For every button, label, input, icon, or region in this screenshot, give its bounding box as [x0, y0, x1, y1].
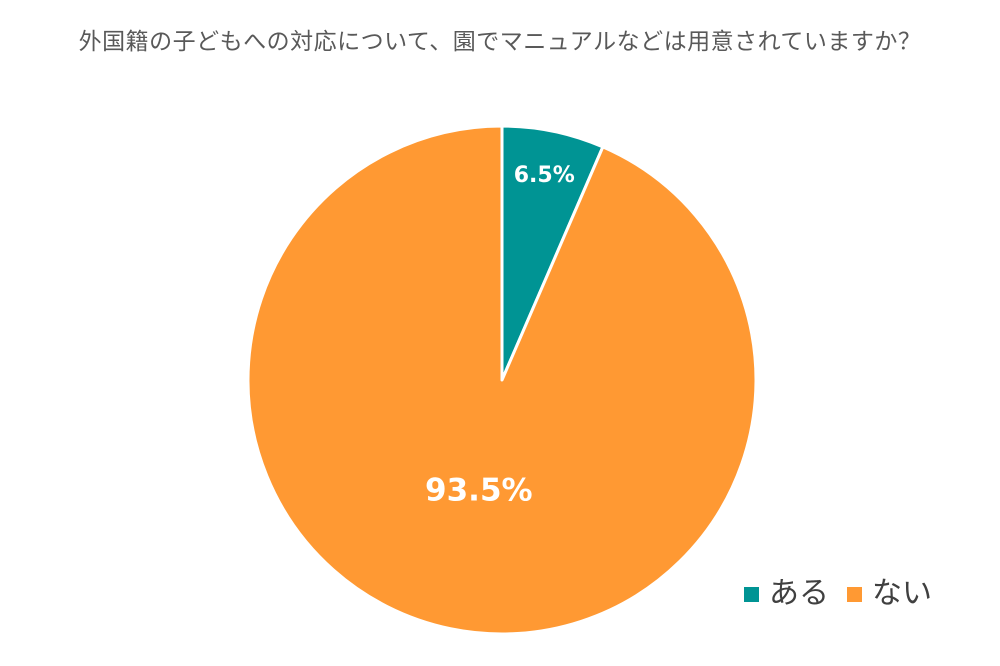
legend-swatch-nai	[847, 586, 862, 602]
legend: ある ない	[744, 574, 932, 614]
slice-label-nai: 93.5%	[425, 472, 533, 508]
legend-item-aru: ある	[744, 579, 829, 609]
legend-label-nai: ない	[872, 576, 932, 611]
legend-label-aru: ある	[769, 576, 829, 611]
legend-item-nai: ない	[847, 579, 932, 609]
slice-label-aru: 6.5%	[514, 163, 575, 188]
legend-swatch-aru	[744, 586, 759, 602]
slice-nai	[246, 124, 758, 636]
chart-title: 外国籍の子どもへの対応について、園でマニュアルなどは用意されていますか？	[78, 29, 922, 55]
